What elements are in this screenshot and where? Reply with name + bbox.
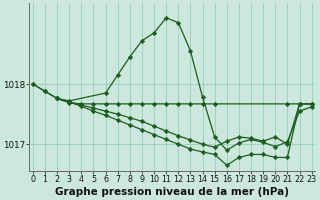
X-axis label: Graphe pression niveau de la mer (hPa): Graphe pression niveau de la mer (hPa) bbox=[55, 187, 289, 197]
